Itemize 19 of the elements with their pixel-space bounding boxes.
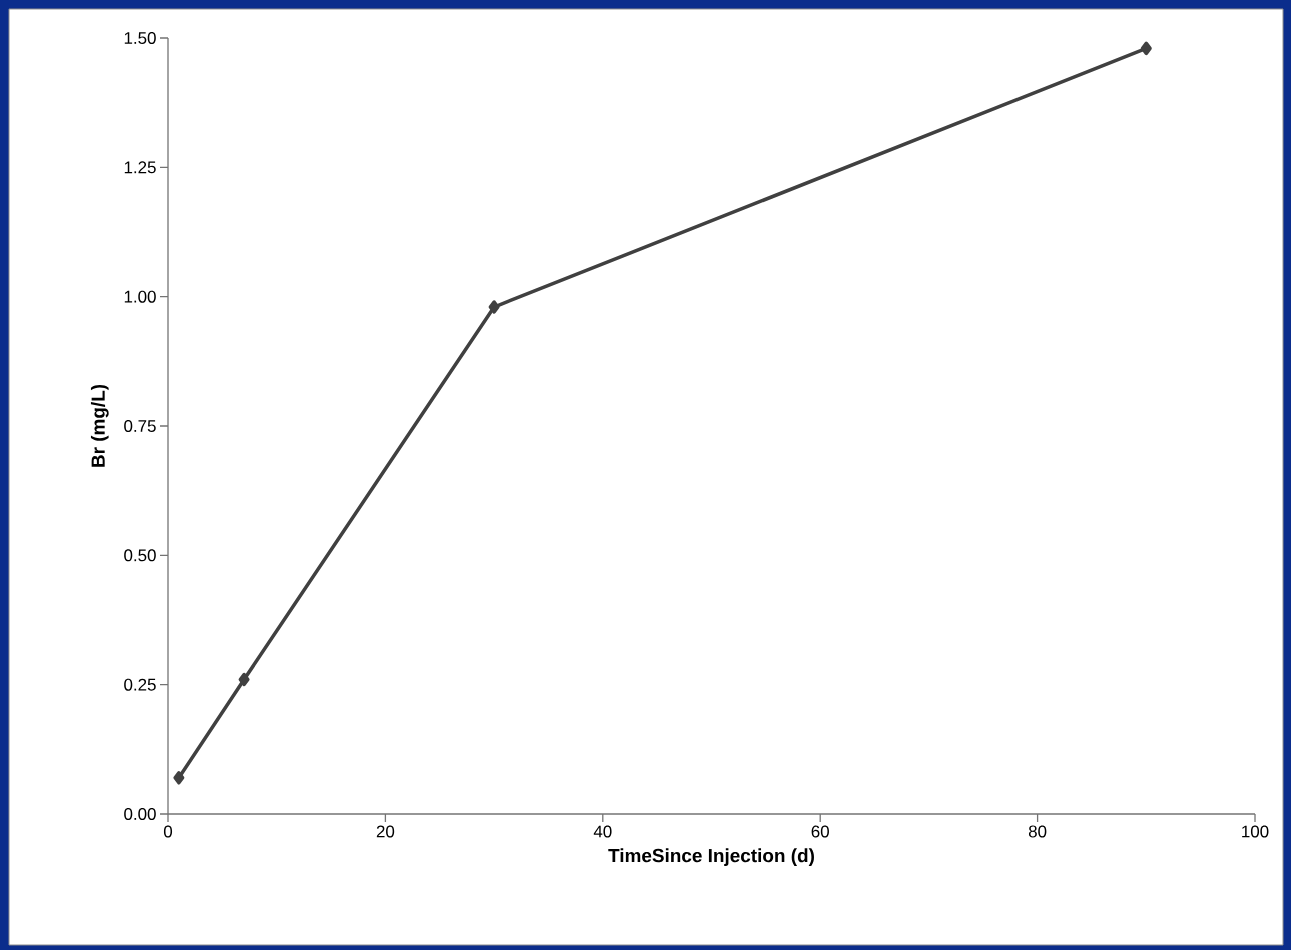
x-tick-label: 0 [163, 825, 173, 838]
y-tick-label: 1.50 [124, 31, 156, 44]
x-tick-label: 60 [811, 825, 829, 838]
x-axis-title: TimeSince Injection (d) [608, 848, 814, 866]
y-tick-label: 0.50 [124, 549, 156, 562]
y-tick-label: 0.75 [124, 420, 156, 432]
point [238, 672, 250, 687]
point [488, 300, 500, 314]
y-tick-label: 0.25 [124, 678, 156, 691]
x-tick-label: 100 [1242, 825, 1269, 838]
x-tick-label: 20 [376, 825, 395, 838]
y-tick-label: 0.00 [124, 808, 156, 820]
y-tick-label: 1.00 [124, 290, 156, 303]
x-tick-label: 40 [593, 825, 612, 838]
x-tick-label: 80 [1028, 825, 1047, 838]
point [1140, 41, 1152, 56]
y-tick-label: 1.25 [124, 161, 156, 174]
y-axis-title: Br (mg/L) [90, 384, 109, 467]
point [173, 771, 185, 785]
